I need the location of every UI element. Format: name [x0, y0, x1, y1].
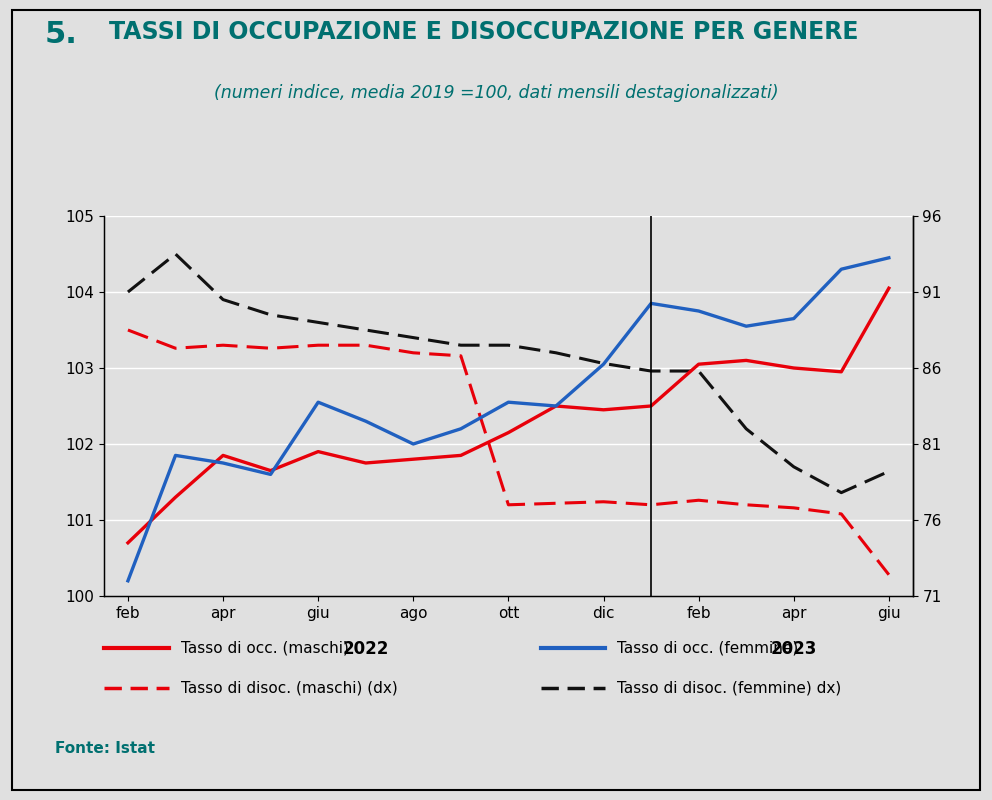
Text: 5.: 5.: [45, 20, 77, 49]
Text: Tasso di disoc. (maschi) (dx): Tasso di disoc. (maschi) (dx): [181, 681, 397, 695]
Text: TASSI DI OCCUPAZIONE E DISOCCUPAZIONE PER GENERE: TASSI DI OCCUPAZIONE E DISOCCUPAZIONE PE…: [109, 20, 859, 44]
Text: Tasso di disoc. (femmine) dx): Tasso di disoc. (femmine) dx): [617, 681, 841, 695]
Text: Tasso di occ. (maschi): Tasso di occ. (maschi): [181, 641, 348, 655]
Text: 2023: 2023: [771, 640, 817, 658]
Text: (numeri indice, media 2019 =100, dati mensili destagionalizzati): (numeri indice, media 2019 =100, dati me…: [213, 84, 779, 102]
Text: Fonte: Istat: Fonte: Istat: [55, 741, 155, 756]
Text: Tasso di occ. (femmine): Tasso di occ. (femmine): [617, 641, 799, 655]
Text: 2022: 2022: [342, 640, 389, 658]
